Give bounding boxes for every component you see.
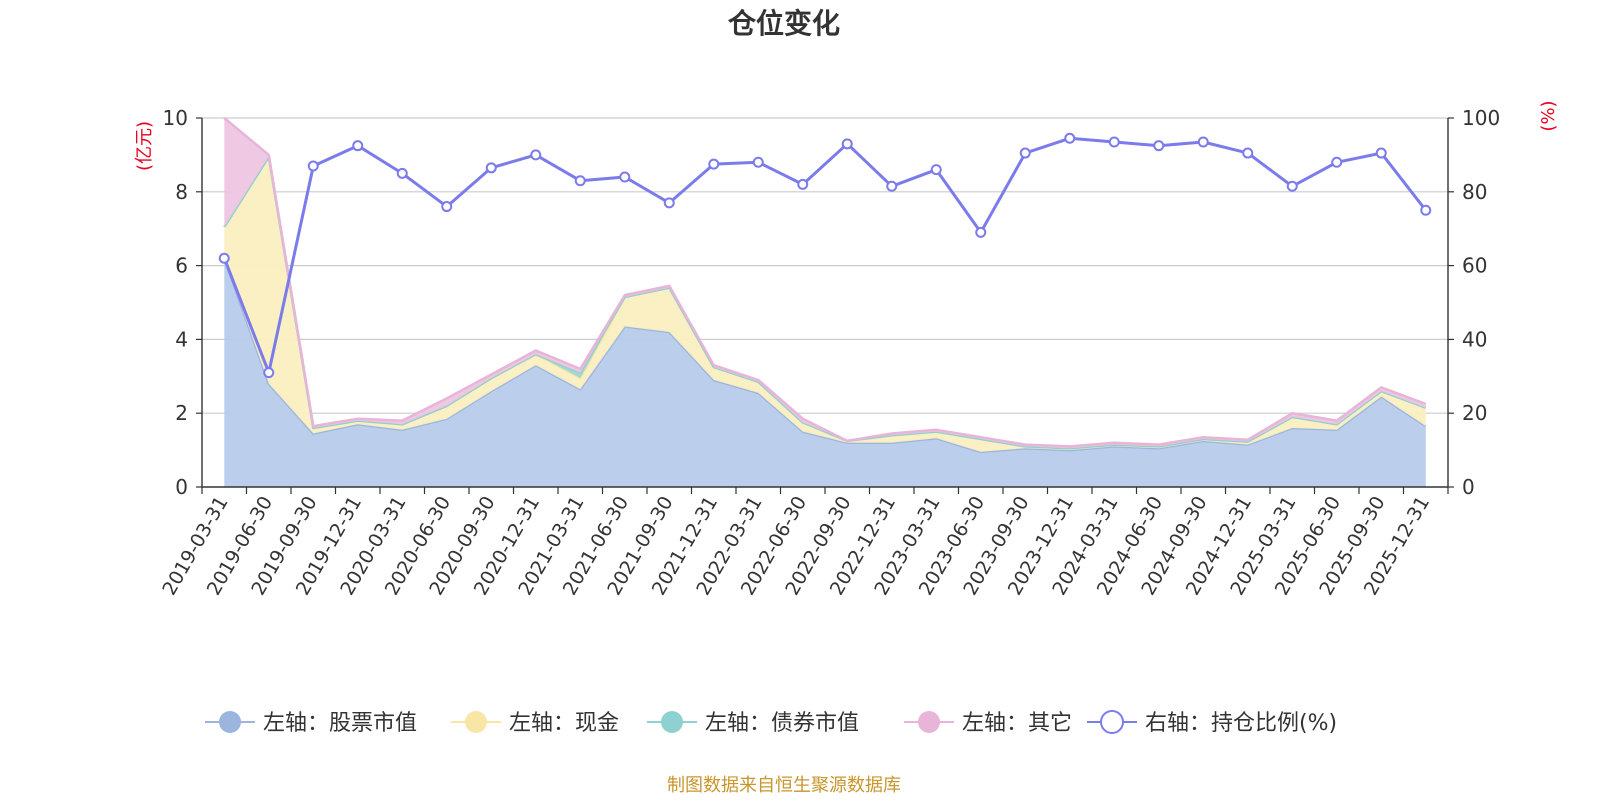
left-axis-tick-label: 10 [163, 106, 188, 130]
right-axis-tick-label: 40 [1462, 327, 1487, 351]
area-series-1 [224, 156, 1426, 452]
legend-label: 左轴：其它 [962, 711, 1072, 736]
ratio-point [886, 180, 898, 192]
ratio-point [1064, 132, 1076, 144]
ratio-point [441, 201, 453, 213]
area-series-edge-2 [223, 155, 1427, 450]
axis-layer: 02468100204060801002019-03-312019-06-302… [158, 106, 1500, 599]
right-axis-tick-label: 100 [1462, 106, 1500, 130]
legend[interactable]: 左轴：股票市值 左轴：现金 左轴：债券市值 左轴：其它 右轴：持仓比例(%) [205, 710, 1337, 736]
ratio-point [307, 160, 319, 172]
right-axis-unit: (%) [1538, 100, 1559, 131]
legend-marker-circle [918, 711, 940, 733]
ratio-point [797, 178, 809, 190]
area-series-edge-3 [223, 117, 1427, 448]
ratio-point [1197, 136, 1209, 148]
ratio-point [485, 162, 497, 174]
legend-label: 左轴：股票市值 [263, 711, 417, 736]
ratio-point [1108, 136, 1120, 148]
legend-item[interactable]: 左轴：现金 [451, 711, 619, 736]
left-axis-unit: (亿元) [134, 121, 155, 171]
ratio-point [263, 367, 275, 379]
legend-item[interactable]: 右轴：持仓比例(%) [1087, 710, 1337, 736]
ratio-point [1420, 204, 1432, 216]
right-axis-tick-label: 60 [1462, 254, 1487, 278]
left-axis-tick-label: 4 [175, 327, 188, 351]
left-axis-tick-label: 2 [175, 401, 188, 425]
ratio-line [222, 136, 1427, 375]
right-axis-tick-label: 20 [1462, 401, 1487, 425]
stacked-area-layer [223, 117, 1427, 487]
ratio-point [352, 140, 364, 152]
ratio-line-layer [218, 132, 1432, 379]
legend-marker-circle [465, 711, 487, 733]
footer-source: 制图数据来自恒生聚源数据库 [667, 775, 901, 796]
ratio-point [752, 156, 764, 168]
ratio-point [708, 158, 720, 170]
area-series-3 [224, 118, 1426, 449]
legend-label: 左轴：债券市值 [705, 711, 859, 736]
area-series-0 [224, 258, 1426, 487]
ratio-point [218, 252, 230, 264]
ratio-point [619, 171, 631, 183]
left-axis-tick-label: 8 [175, 180, 188, 204]
ratio-point [1153, 140, 1165, 152]
legend-marker-circle [219, 711, 241, 733]
ratio-point [1019, 147, 1031, 159]
legend-item[interactable]: 左轴：股票市值 [205, 711, 417, 736]
grid-layer [202, 117, 1448, 414]
ratio-point [975, 226, 987, 238]
chart-title: 仓位变化 [728, 7, 840, 40]
legend-item[interactable]: 左轴：其它 [904, 711, 1072, 736]
ratio-point [1286, 180, 1298, 192]
ratio-point [1375, 147, 1387, 159]
right-axis-tick-label: 80 [1462, 180, 1487, 204]
ratio-point [396, 167, 408, 179]
left-axis-tick-label: 0 [175, 475, 188, 499]
ratio-point [1242, 147, 1254, 159]
ratio-point [930, 164, 942, 176]
area-series-2 [224, 156, 1426, 449]
legend-label: 左轴：现金 [509, 711, 619, 736]
legend-marker-hollow-circle [1100, 710, 1124, 734]
ratio-point [530, 149, 542, 161]
right-axis-tick-label: 0 [1462, 475, 1475, 499]
legend-item[interactable]: 左轴：债券市值 [647, 711, 859, 736]
ratio-point [574, 175, 586, 187]
legend-label: 右轴：持仓比例(%) [1145, 711, 1337, 736]
area-series-edge-1 [223, 155, 1427, 450]
legend-marker-circle [661, 711, 683, 733]
ratio-point [841, 138, 853, 150]
ratio-point [1331, 156, 1343, 168]
ratio-point [663, 197, 675, 209]
left-axis-tick-label: 6 [175, 254, 188, 278]
